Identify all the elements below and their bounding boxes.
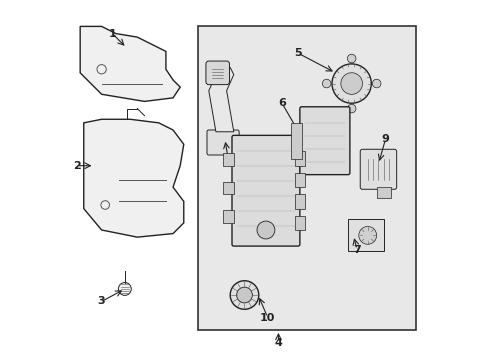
Circle shape (230, 281, 258, 309)
Bar (223, 182, 233, 194)
Text: 3: 3 (98, 296, 105, 306)
Bar (223, 153, 233, 166)
Text: 9: 9 (381, 134, 389, 144)
Polygon shape (80, 26, 180, 102)
Circle shape (340, 73, 362, 94)
Circle shape (257, 221, 274, 239)
Bar (294, 173, 305, 187)
Text: 5: 5 (294, 48, 301, 58)
Text: 10: 10 (260, 312, 275, 323)
FancyBboxPatch shape (205, 61, 229, 85)
Text: 1: 1 (108, 28, 116, 39)
Text: 4: 4 (274, 338, 282, 347)
Circle shape (372, 79, 380, 88)
Circle shape (322, 79, 330, 88)
Bar (347, 219, 383, 251)
Bar (294, 152, 305, 166)
Text: 6: 6 (278, 98, 285, 108)
FancyBboxPatch shape (231, 135, 299, 246)
FancyBboxPatch shape (206, 130, 239, 155)
Text: 2: 2 (73, 161, 81, 171)
Polygon shape (208, 67, 233, 132)
Circle shape (236, 287, 252, 303)
Circle shape (346, 54, 355, 63)
Circle shape (346, 104, 355, 113)
Bar (294, 216, 305, 230)
Text: 7: 7 (352, 245, 360, 255)
Bar (198, 26, 415, 330)
Bar (376, 187, 390, 198)
FancyBboxPatch shape (299, 107, 349, 175)
Text: 8: 8 (224, 156, 232, 165)
Bar (290, 123, 301, 158)
Circle shape (118, 283, 131, 296)
Polygon shape (83, 119, 183, 237)
Bar (294, 194, 305, 208)
Circle shape (331, 64, 370, 103)
FancyBboxPatch shape (360, 149, 396, 189)
Circle shape (358, 226, 376, 244)
Bar (223, 210, 233, 223)
